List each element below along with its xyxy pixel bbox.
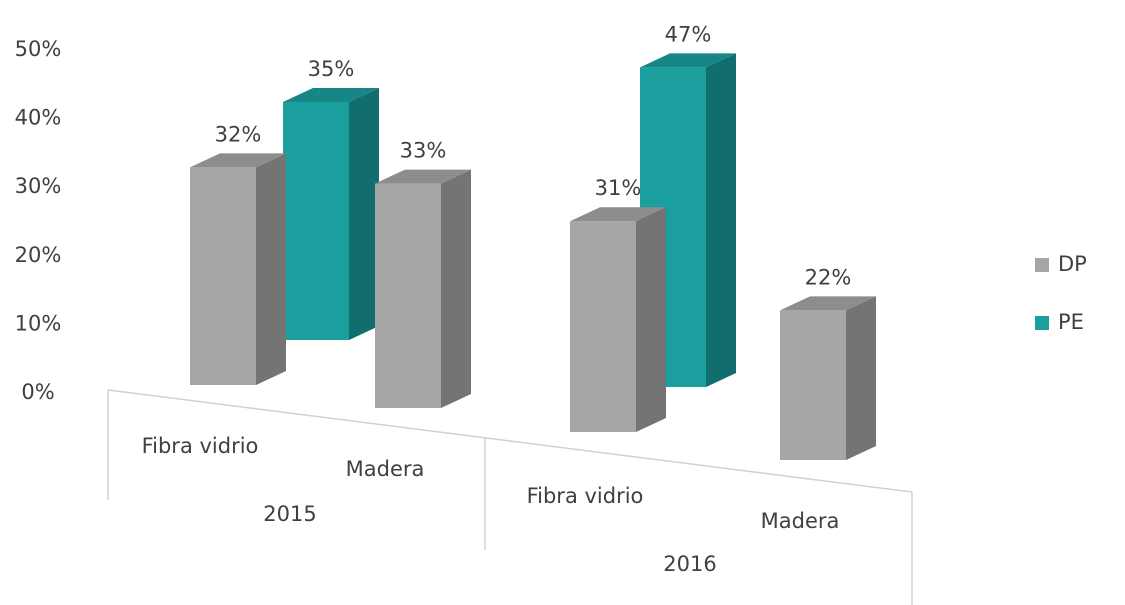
x-tick-label: Madera	[346, 457, 425, 481]
bar-side	[349, 88, 379, 340]
legend-label: PE	[1058, 310, 1084, 334]
bar-side	[706, 53, 736, 388]
data-label: 31%	[595, 176, 642, 200]
floor	[107, 389, 913, 605]
bar-side-shade	[349, 88, 379, 340]
bar-side-shade	[256, 153, 286, 385]
bar	[375, 183, 441, 408]
bar-side	[256, 153, 286, 385]
data-label: 47%	[665, 22, 712, 46]
bar-top-shade	[190, 153, 286, 168]
bar	[190, 167, 256, 385]
legend-label: DP	[1058, 252, 1087, 276]
y-tick-label: 40%	[15, 106, 62, 130]
legend-swatch	[1035, 258, 1049, 272]
data-label: 33%	[400, 139, 447, 163]
legend-swatch	[1035, 316, 1049, 330]
data-label: 32%	[215, 122, 262, 146]
bar-side-shade	[706, 53, 736, 388]
bar-top-shade	[640, 53, 736, 68]
group-label: 2015	[263, 502, 316, 526]
data-label: 22%	[805, 265, 852, 289]
bar-top	[283, 88, 379, 102]
y-tick-label: 0%	[21, 380, 54, 404]
bar	[283, 102, 349, 340]
bar-top	[375, 169, 471, 184]
bar	[570, 221, 636, 432]
bar-top	[640, 53, 736, 68]
data-label: 35%	[308, 57, 355, 81]
bar-side	[441, 169, 471, 408]
bar-top-shade	[570, 207, 666, 222]
bar-top	[780, 296, 876, 311]
y-tick-label: 30%	[15, 174, 62, 198]
bar	[780, 310, 846, 460]
bar-side	[636, 207, 666, 432]
x-tick-label: Fibra vidrio	[527, 484, 644, 508]
x-tick-label: Fibra vidrio	[142, 434, 259, 458]
bar-side-shade	[441, 169, 471, 408]
bar-side	[846, 296, 876, 460]
y-tick-label: 50%	[15, 37, 62, 61]
bar-top	[570, 207, 666, 222]
bar-top-shade	[283, 88, 379, 102]
y-tick-label: 20%	[15, 243, 62, 267]
group-label: 2016	[663, 552, 716, 576]
bar-side-shade	[846, 296, 876, 460]
bar-top-shade	[780, 296, 876, 311]
bar-top	[190, 153, 286, 168]
bar-side-shade	[636, 207, 666, 432]
bar-top-shade	[375, 169, 471, 184]
y-tick-label: 10%	[15, 311, 62, 335]
x-tick-label: Madera	[761, 509, 840, 533]
